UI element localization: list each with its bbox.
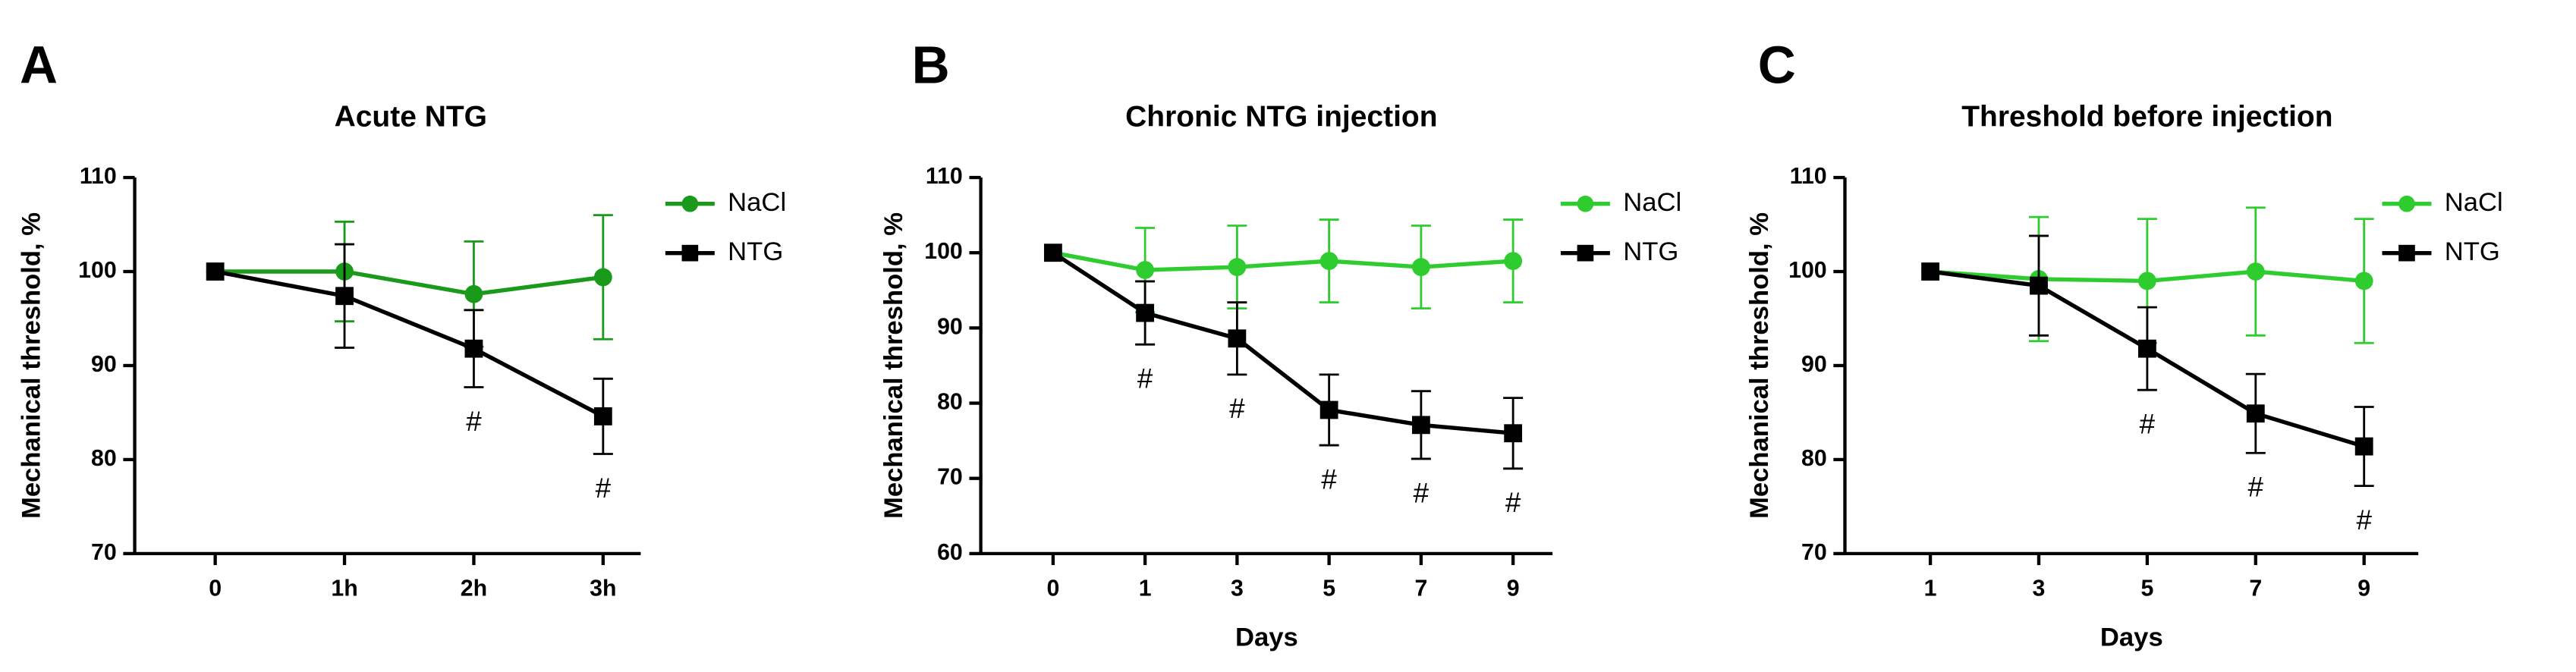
x-tick-label: 5 bbox=[1323, 576, 1335, 601]
y-tick-label: 80 bbox=[91, 446, 117, 471]
point bbox=[1319, 252, 1338, 271]
point bbox=[1136, 303, 1155, 322]
legend-label: NTG bbox=[1623, 237, 1678, 266]
x-tick-label: 0 bbox=[209, 576, 222, 601]
point bbox=[2354, 272, 2373, 290]
y-tick-label: 90 bbox=[937, 314, 963, 339]
significance-mark: # bbox=[596, 473, 612, 504]
point bbox=[1504, 424, 1523, 443]
y-tick-label: 60 bbox=[937, 540, 963, 565]
legend-label: NTG bbox=[728, 237, 783, 266]
series-line bbox=[1052, 250, 1514, 272]
significance-mark: # bbox=[1505, 487, 1521, 518]
panel-letter: C bbox=[1758, 35, 1796, 94]
legend-marker bbox=[1577, 244, 1594, 262]
panel-letter: B bbox=[912, 35, 950, 94]
point bbox=[2137, 272, 2156, 290]
x-tick-label: 1 bbox=[1139, 576, 1152, 601]
chart-title: Chronic NTG injection bbox=[1125, 100, 1437, 133]
point bbox=[1228, 258, 1247, 276]
chart-title: Threshold before injection bbox=[1961, 100, 2332, 133]
significance-mark: # bbox=[2248, 472, 2264, 503]
significance-mark: # bbox=[2356, 504, 2372, 535]
x-tick-label: 3h bbox=[590, 576, 616, 601]
significance-mark: # bbox=[1321, 463, 1337, 495]
x-axis-label: Days bbox=[1235, 623, 1298, 652]
legend-label: NaCl bbox=[728, 188, 786, 217]
significance-mark: # bbox=[466, 406, 482, 437]
y-tick-label: 100 bbox=[924, 239, 963, 264]
point bbox=[1136, 261, 1155, 279]
significance-mark: # bbox=[1414, 477, 1430, 508]
y-tick-label: 90 bbox=[91, 352, 117, 377]
y-tick-label: 100 bbox=[78, 258, 117, 283]
legend-marker bbox=[681, 195, 699, 212]
x-tick-label: 0 bbox=[1046, 576, 1059, 601]
point bbox=[1921, 262, 1939, 281]
x-tick-label: 3 bbox=[1231, 576, 1244, 601]
y-tick-label: 80 bbox=[1801, 446, 1827, 471]
point bbox=[2246, 404, 2265, 423]
series-line bbox=[215, 269, 605, 419]
x-tick-label: 5 bbox=[2140, 576, 2153, 601]
significance-mark: # bbox=[1229, 393, 1245, 424]
point bbox=[2246, 262, 2265, 281]
legend-marker bbox=[2398, 244, 2415, 262]
point bbox=[464, 339, 483, 358]
point bbox=[206, 262, 225, 281]
panel-letter: A bbox=[20, 35, 58, 94]
point bbox=[1411, 416, 1430, 435]
y-tick-label: 110 bbox=[80, 164, 117, 189]
x-axis-label: Days bbox=[2100, 623, 2163, 652]
series-line bbox=[215, 269, 604, 297]
series-line bbox=[1052, 250, 1514, 435]
x-tick-label: 1 bbox=[1924, 576, 1937, 601]
y-tick-label: 110 bbox=[926, 164, 963, 189]
point bbox=[593, 407, 612, 425]
y-tick-label: 110 bbox=[1790, 164, 1827, 189]
y-tick-label: 70 bbox=[937, 465, 963, 490]
legend-label: NaCl bbox=[2445, 188, 2503, 217]
x-tick-label: 2h bbox=[461, 576, 487, 601]
x-tick-label: 3 bbox=[2033, 576, 2046, 601]
point bbox=[464, 284, 483, 303]
point bbox=[2137, 339, 2156, 358]
x-tick-label: 1h bbox=[331, 576, 357, 601]
legend-marker bbox=[681, 244, 699, 262]
x-tick-label: 7 bbox=[2249, 576, 2262, 601]
x-tick-label: 7 bbox=[1414, 576, 1427, 601]
point bbox=[1504, 252, 1523, 271]
point bbox=[1043, 243, 1062, 262]
significance-mark: # bbox=[1137, 363, 1153, 394]
point bbox=[593, 268, 612, 287]
y-axis-label: Mechanical threshold, % bbox=[879, 212, 908, 519]
chart-title: Acute NTG bbox=[335, 100, 487, 133]
legend-marker bbox=[1577, 195, 1594, 212]
legend-marker bbox=[2398, 195, 2415, 212]
y-axis-label: Mechanical threshold, % bbox=[17, 212, 46, 519]
point bbox=[2354, 437, 2373, 456]
x-tick-label: 9 bbox=[2357, 576, 2370, 601]
y-tick-label: 70 bbox=[91, 540, 117, 565]
point bbox=[1319, 400, 1338, 419]
y-tick-label: 70 bbox=[1801, 540, 1827, 565]
significance-mark: # bbox=[2140, 409, 2156, 440]
point bbox=[2030, 276, 2048, 295]
y-tick-label: 90 bbox=[1801, 352, 1827, 377]
y-tick-label: 100 bbox=[1788, 258, 1827, 283]
point bbox=[335, 287, 354, 306]
point bbox=[1228, 329, 1247, 348]
y-tick-label: 80 bbox=[937, 390, 963, 415]
legend-label: NTG bbox=[2445, 237, 2500, 266]
y-axis-label: Mechanical threshold, % bbox=[1745, 212, 1774, 519]
legend-label: NaCl bbox=[1623, 188, 1681, 217]
x-tick-label: 9 bbox=[1507, 576, 1520, 601]
point bbox=[1411, 258, 1430, 276]
